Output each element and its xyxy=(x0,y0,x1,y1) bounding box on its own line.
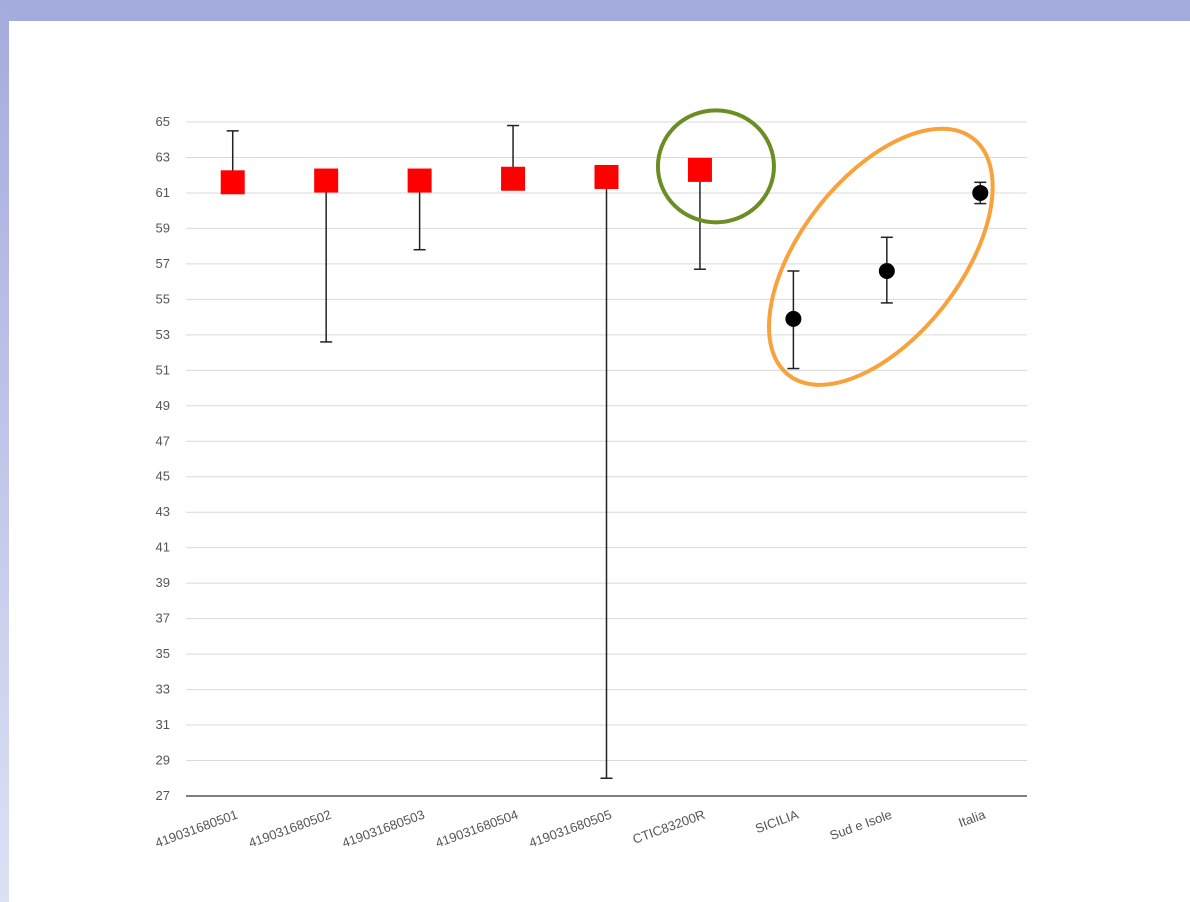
y-tick-label: 63 xyxy=(156,149,170,164)
data-point-square xyxy=(220,170,245,195)
data-point-square xyxy=(594,164,619,189)
data-point-square xyxy=(687,157,712,182)
y-tick-label: 43 xyxy=(156,504,170,519)
y-tick-label: 39 xyxy=(156,575,170,590)
highlight-ellipse xyxy=(767,126,995,387)
y-tick-label: 65 xyxy=(156,114,170,129)
data-point-circle xyxy=(785,310,802,327)
y-axis-tick-labels: 27 29 31 33 35 37 39 41 43 45 47 49 51 53 55 57 59 61 63 65 xyxy=(156,114,170,803)
y-tick-label: 37 xyxy=(156,611,170,626)
left-frame-bar xyxy=(0,0,9,902)
y-tick-label: 59 xyxy=(156,220,170,235)
y-tick-label: 31 xyxy=(156,717,170,732)
y-tick-label: 55 xyxy=(156,291,170,306)
y-tick-label: 61 xyxy=(156,185,170,200)
data-point-square xyxy=(314,168,339,193)
data-point-circle xyxy=(878,262,895,279)
y-tick-label: 35 xyxy=(156,646,170,661)
y-tick-label: 27 xyxy=(156,788,170,803)
y-tick-label: 49 xyxy=(156,398,170,413)
data-point-square xyxy=(501,166,526,191)
y-tick-label: 47 xyxy=(156,433,170,448)
y-tick-label: 53 xyxy=(156,327,170,342)
y-tick-label: 51 xyxy=(156,362,170,377)
highlight-circle xyxy=(655,108,776,225)
y-tick-label: 45 xyxy=(156,469,170,484)
y-tick-label: 41 xyxy=(156,540,170,555)
y-tick-label: 29 xyxy=(156,753,170,768)
data-markers xyxy=(220,157,989,327)
highlight-annotations xyxy=(655,108,995,387)
data-point-square xyxy=(407,168,432,193)
data-point-circle xyxy=(972,184,989,201)
top-frame-bar xyxy=(0,0,1190,21)
y-tick-label: 57 xyxy=(156,256,170,271)
y-tick-label: 33 xyxy=(156,682,170,697)
